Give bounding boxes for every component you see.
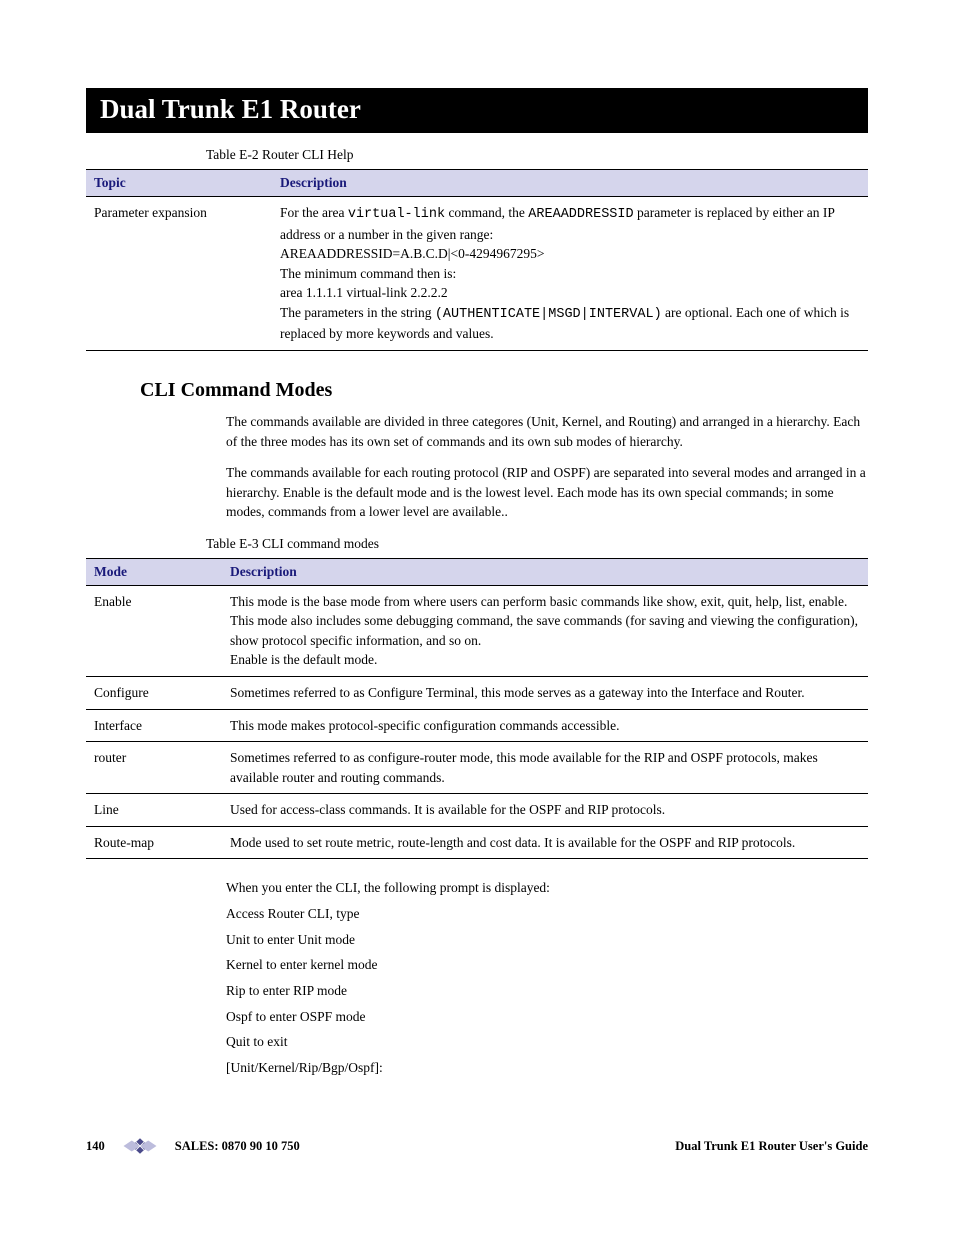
th-description: Description <box>272 170 868 197</box>
cell-mode: Enable <box>86 585 222 676</box>
cell-description: Mode used to set route metric, route-len… <box>222 826 868 859</box>
table-header-row: Mode Description <box>86 558 868 585</box>
paragraph: The commands available are divided in th… <box>226 412 868 451</box>
page-number: 140 <box>86 1139 105 1154</box>
table-row: LineUsed for access-class commands. It i… <box>86 794 868 827</box>
prompt-line: Kernel to enter kernel mode <box>226 952 868 978</box>
th-description: Description <box>222 558 868 585</box>
prompt-line: Rip to enter RIP mode <box>226 978 868 1004</box>
table-row: routerSometimes referred to as configure… <box>86 742 868 794</box>
prompt-line: Quit to exit <box>226 1029 868 1055</box>
table1-caption: Table E-2 Router CLI Help <box>206 147 868 163</box>
prompt-line: Unit to enter Unit mode <box>226 927 868 953</box>
cell-description: This mode makes protocol-specific config… <box>222 709 868 742</box>
diamond-logo-icon <box>123 1135 157 1157</box>
cell-mode: router <box>86 742 222 794</box>
table-cli-command-modes: Mode Description EnableThis mode is the … <box>86 558 868 860</box>
table-header-row: Topic Description <box>86 170 868 197</box>
cli-prompt-list: When you enter the CLI, the following pr… <box>226 875 868 1080</box>
table-row: ConfigureSometimes referred to as Config… <box>86 677 868 710</box>
prompt-line: When you enter the CLI, the following pr… <box>226 875 868 901</box>
prompt-line: [Unit/Kernel/Rip/Bgp/Ospf]: <box>226 1055 868 1081</box>
cell-mode: Configure <box>86 677 222 710</box>
banner-title: Dual Trunk E1 Router <box>100 94 361 124</box>
footer-sales: SALES: 0870 90 10 750 <box>175 1139 300 1154</box>
cell-mode: Line <box>86 794 222 827</box>
cell-description: Sometimes referred to as Configure Termi… <box>222 677 868 710</box>
table-row: Route-mapMode used to set route metric, … <box>86 826 868 859</box>
page: Dual Trunk E1 Router Table E-2 Router CL… <box>0 0 954 1235</box>
cell-topic: Parameter expansion <box>86 197 272 351</box>
footer-guide: Dual Trunk E1 Router User's Guide <box>675 1139 868 1154</box>
table-router-cli-help: Topic Description Parameter expansion Fo… <box>86 169 868 351</box>
prompt-line: Access Router CLI, type <box>226 901 868 927</box>
page-footer: 140 SALES: 0870 90 10 750 Dual Trunk E1 … <box>86 1135 868 1157</box>
prompt-line: Ospf to enter OSPF mode <box>226 1004 868 1030</box>
footer-left: 140 SALES: 0870 90 10 750 <box>86 1135 300 1157</box>
cell-description: For the area virtual-link command, the A… <box>272 197 868 351</box>
cell-mode: Interface <box>86 709 222 742</box>
cell-description: Sometimes referred to as configure-route… <box>222 742 868 794</box>
table-row: Parameter expansion For the area virtual… <box>86 197 868 351</box>
table2-caption: Table E-3 CLI command modes <box>206 536 868 552</box>
th-topic: Topic <box>86 170 272 197</box>
page-banner: Dual Trunk E1 Router <box>86 88 868 133</box>
cell-description: This mode is the base mode from where us… <box>222 585 868 676</box>
section-body: The commands available are divided in th… <box>226 412 868 522</box>
section-heading: CLI Command Modes <box>140 379 868 402</box>
paragraph: The commands available for each routing … <box>226 463 868 522</box>
cell-mode: Route-map <box>86 826 222 859</box>
th-mode: Mode <box>86 558 222 585</box>
cell-description: Used for access-class commands. It is av… <box>222 794 868 827</box>
table-row: InterfaceThis mode makes protocol-specif… <box>86 709 868 742</box>
table-row: EnableThis mode is the base mode from wh… <box>86 585 868 676</box>
